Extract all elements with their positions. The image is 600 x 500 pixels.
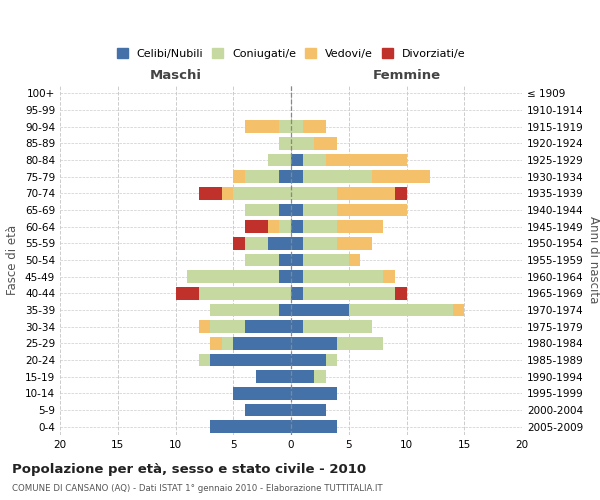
Bar bbox=[302, 154, 326, 166]
Y-axis label: Fasce di età: Fasce di età bbox=[7, 225, 19, 295]
Bar bbox=[291, 304, 349, 316]
Bar bbox=[233, 387, 291, 400]
Bar bbox=[302, 237, 337, 250]
Bar bbox=[280, 254, 291, 266]
Bar bbox=[280, 220, 291, 233]
Bar bbox=[291, 404, 326, 416]
Legend: Celibi/Nubili, Coniugati/e, Vedovi/e, Divorziati/e: Celibi/Nubili, Coniugati/e, Vedovi/e, Di… bbox=[113, 45, 469, 62]
Bar bbox=[453, 304, 464, 316]
Text: Popolazione per età, sesso e stato civile - 2010: Popolazione per età, sesso e stato civil… bbox=[12, 462, 366, 475]
Bar bbox=[326, 154, 407, 166]
Bar bbox=[222, 337, 233, 349]
Bar bbox=[210, 420, 291, 433]
Bar bbox=[245, 320, 291, 333]
Bar bbox=[302, 120, 326, 133]
Bar bbox=[314, 137, 337, 149]
Bar bbox=[280, 304, 291, 316]
Bar bbox=[395, 187, 407, 200]
Bar bbox=[233, 337, 291, 349]
Bar bbox=[210, 304, 280, 316]
Bar bbox=[199, 187, 222, 200]
Bar bbox=[291, 120, 302, 133]
Bar bbox=[245, 170, 280, 183]
Bar bbox=[302, 287, 395, 300]
Bar bbox=[302, 204, 337, 216]
Bar bbox=[233, 237, 245, 250]
Bar bbox=[280, 204, 291, 216]
Bar bbox=[233, 187, 291, 200]
Bar bbox=[291, 237, 302, 250]
Bar bbox=[245, 120, 280, 133]
Text: Maschi: Maschi bbox=[149, 68, 202, 82]
Bar bbox=[222, 187, 233, 200]
Bar bbox=[210, 337, 222, 349]
Bar bbox=[280, 270, 291, 283]
Bar bbox=[291, 420, 337, 433]
Bar bbox=[245, 404, 291, 416]
Bar bbox=[256, 370, 291, 383]
Bar bbox=[280, 120, 291, 133]
Bar bbox=[349, 254, 360, 266]
Bar bbox=[233, 170, 245, 183]
Bar bbox=[291, 137, 314, 149]
Bar bbox=[291, 287, 302, 300]
Bar bbox=[268, 237, 291, 250]
Bar bbox=[291, 220, 302, 233]
Bar bbox=[337, 337, 383, 349]
Bar bbox=[291, 204, 302, 216]
Bar bbox=[291, 354, 326, 366]
Bar bbox=[280, 137, 291, 149]
Bar bbox=[383, 270, 395, 283]
Bar bbox=[245, 204, 280, 216]
Bar bbox=[291, 270, 302, 283]
Bar bbox=[302, 220, 337, 233]
Bar bbox=[291, 320, 302, 333]
Bar bbox=[302, 170, 372, 183]
Bar bbox=[314, 370, 326, 383]
Y-axis label: Anni di nascita: Anni di nascita bbox=[587, 216, 600, 304]
Bar bbox=[326, 354, 337, 366]
Text: Femmine: Femmine bbox=[373, 68, 440, 82]
Bar bbox=[372, 170, 430, 183]
Bar bbox=[199, 320, 210, 333]
Bar bbox=[337, 237, 372, 250]
Bar bbox=[337, 204, 407, 216]
Bar bbox=[176, 287, 199, 300]
Bar bbox=[302, 270, 383, 283]
Text: COMUNE DI CANSANO (AQ) - Dati ISTAT 1° gennaio 2010 - Elaborazione TUTTITALIA.IT: COMUNE DI CANSANO (AQ) - Dati ISTAT 1° g… bbox=[12, 484, 383, 493]
Bar bbox=[337, 187, 395, 200]
Bar bbox=[210, 354, 291, 366]
Bar bbox=[291, 370, 314, 383]
Bar bbox=[291, 254, 302, 266]
Bar bbox=[187, 270, 280, 283]
Bar bbox=[291, 337, 337, 349]
Bar bbox=[199, 354, 210, 366]
Bar bbox=[291, 187, 337, 200]
Bar bbox=[395, 287, 407, 300]
Bar bbox=[291, 387, 337, 400]
Bar bbox=[199, 287, 291, 300]
Bar bbox=[280, 170, 291, 183]
Bar bbox=[210, 320, 245, 333]
Bar bbox=[337, 220, 383, 233]
Bar bbox=[291, 154, 302, 166]
Bar bbox=[302, 254, 349, 266]
Bar bbox=[291, 170, 302, 183]
Bar bbox=[268, 220, 280, 233]
Bar bbox=[349, 304, 453, 316]
Bar bbox=[245, 237, 268, 250]
Bar bbox=[268, 154, 291, 166]
Bar bbox=[245, 220, 268, 233]
Bar bbox=[245, 254, 280, 266]
Bar bbox=[302, 320, 372, 333]
